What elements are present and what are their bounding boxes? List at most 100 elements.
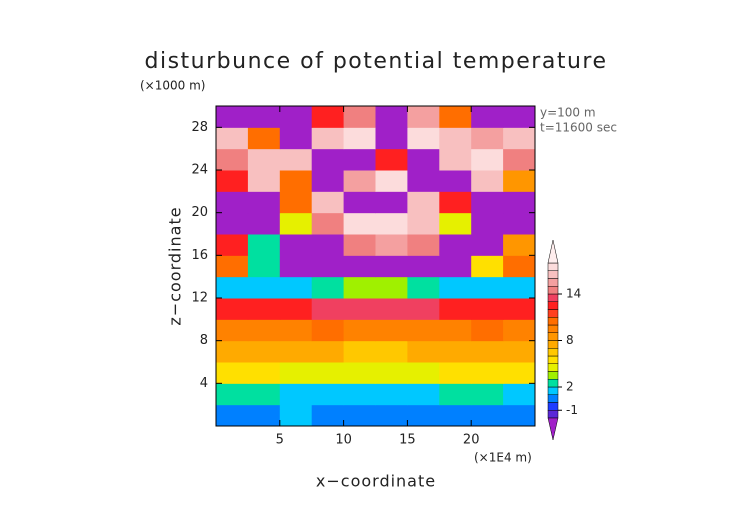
cell [343,298,376,320]
cell [311,170,345,192]
cell [343,319,376,342]
y-tick-label: 16 [191,248,208,263]
cell [311,148,345,171]
cell [279,276,313,299]
colorbar-under [547,417,559,441]
cell [247,255,281,278]
cell [311,276,345,299]
cell [216,404,249,427]
cell [311,191,345,214]
cell [279,234,313,256]
cell [471,340,504,363]
cell [247,276,281,299]
cell [471,148,504,171]
cell [503,404,536,427]
cell [503,234,536,256]
colorbar-tick-label: -1 [566,403,578,417]
cell [439,106,472,128]
cell [247,383,281,406]
cell [471,383,504,406]
cell [343,212,376,235]
y-tick-label: 8 [200,333,208,348]
cell [503,298,536,320]
cell [407,298,440,320]
colorbar-box [547,410,559,419]
cell [471,191,504,214]
cell [216,340,249,363]
cell [407,255,440,278]
cell [247,127,281,150]
colorbar-box [547,371,559,380]
cell [343,106,376,128]
cell [375,298,408,320]
cell [375,106,408,128]
y-tick-label: 28 [191,120,208,135]
cell [471,362,504,384]
cell [247,362,281,384]
cell [439,234,472,256]
colorbar-box [547,402,559,411]
cell [503,148,536,171]
cell [503,191,536,214]
cell [279,340,313,363]
cell [343,404,376,427]
cell [279,106,313,128]
cell [407,340,440,363]
cell [279,383,313,406]
plot-frame [215,105,536,427]
cell [311,383,345,406]
cell [311,340,345,363]
colorbar-box [547,386,559,395]
cell [343,234,376,256]
cell [439,212,472,235]
cell [247,404,281,427]
colorbar-box [547,332,559,341]
cell [471,234,504,256]
cell [407,148,440,171]
cell [247,340,281,363]
cell [279,319,313,342]
cell [216,383,249,406]
cell [439,191,472,214]
colorbar-tick-label: 2 [566,380,574,394]
x-axis-label: x−coordinate [316,472,436,491]
cell [439,255,472,278]
x-tick-label: 5 [276,433,284,448]
y-tick-label: 4 [200,376,208,391]
cell [247,212,281,235]
cell [216,170,249,192]
cell [343,340,376,363]
cell [375,383,408,406]
cell [247,148,281,171]
cell [407,127,440,150]
cell [503,319,536,342]
colorbar-tick-label: 14 [566,287,581,301]
cell [216,127,249,150]
cell [247,170,281,192]
cell [311,212,345,235]
cell [375,255,408,278]
cell [279,404,313,427]
cell [311,106,345,128]
y-tick-label: 24 [191,163,208,178]
cell [503,106,536,128]
cell [407,106,440,128]
cell [503,170,536,192]
cell [216,276,249,299]
cell [216,212,249,235]
cell [439,319,472,342]
cell [471,170,504,192]
cell [375,319,408,342]
cell [216,191,249,214]
y-unit-label: (×1000 m) [140,79,205,93]
cell [375,191,408,214]
colorbar-box [547,355,559,364]
cell [439,383,472,406]
cell [407,383,440,406]
cell [471,298,504,320]
cell [216,362,249,384]
colorbar-tick-label: 8 [566,333,574,347]
cell [407,319,440,342]
cell [343,127,376,150]
cell [375,127,408,150]
